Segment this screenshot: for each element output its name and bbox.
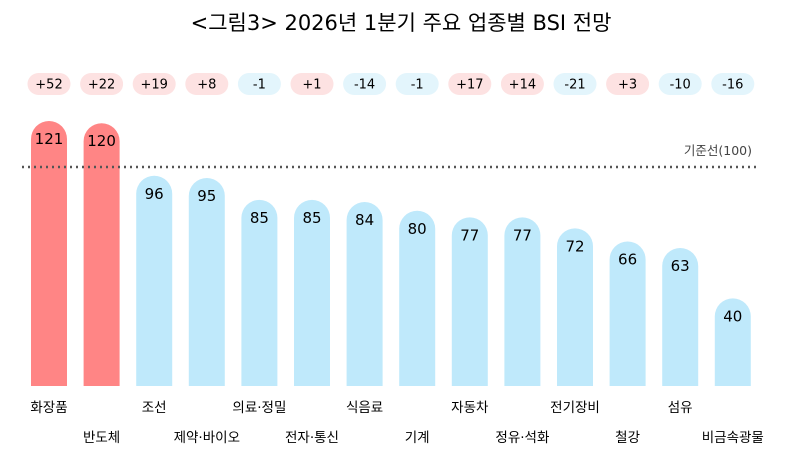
change-badge: [237, 73, 281, 95]
change-label: +17: [456, 78, 483, 93]
category-label: 화장품: [30, 400, 67, 416]
value-label: 120: [87, 132, 116, 150]
category-label: 정유·석화: [495, 430, 549, 446]
reference-line-group: 기준선(100): [22, 143, 757, 169]
bar-10: [504, 217, 541, 386]
bar-12: [609, 241, 646, 386]
value-label: 63: [671, 257, 690, 275]
bar-8: [399, 210, 436, 386]
value-label: 84: [355, 211, 374, 229]
bar-9: [451, 217, 488, 386]
category-label: 조선: [142, 400, 167, 416]
change-label: -14: [354, 78, 375, 93]
category-label: 제약·바이오: [174, 430, 240, 446]
change-label: +3: [618, 78, 637, 93]
change-badge: [27, 73, 71, 95]
value-label: 95: [197, 187, 216, 205]
change-label: +19: [140, 78, 167, 93]
value-label: 77: [513, 226, 532, 244]
category-label: 전기장비: [550, 400, 600, 416]
category-label: 식음료: [346, 400, 383, 416]
value-label: 80: [408, 220, 427, 238]
change-badge: [448, 73, 492, 95]
change-badge: [553, 73, 597, 95]
bar-3: [136, 175, 173, 386]
reference-line-label: 기준선(100): [684, 143, 752, 158]
change-label: +52: [35, 78, 62, 93]
change-label: -16: [722, 78, 743, 93]
change-label: +8: [197, 78, 216, 93]
bar-6: [294, 199, 330, 386]
bar-13: [662, 248, 699, 386]
bar-5: [241, 199, 278, 386]
bar-11: [557, 228, 593, 386]
value-label: 96: [145, 185, 164, 203]
change-label: -10: [670, 78, 691, 93]
change-badges: +52 +22 +19 +8 -1 +1 -14 -1 +17 +14 -21 +3 -10 -16: [27, 73, 755, 95]
category-label: 섬유: [668, 400, 693, 416]
bar-2: [83, 123, 120, 386]
value-label: 66: [618, 250, 637, 268]
change-badge: [185, 73, 229, 95]
category-label: 전자·통신: [285, 430, 339, 446]
change-badge: [80, 73, 124, 95]
value-label: 85: [250, 209, 269, 227]
category-label: 자동차: [451, 400, 489, 416]
change-badge: [500, 73, 544, 95]
bar-1: [31, 121, 67, 386]
change-label: -21: [564, 78, 585, 93]
value-label: 40: [723, 307, 742, 325]
change-badge: [711, 73, 755, 95]
bar-4: [188, 177, 225, 386]
value-label: 72: [565, 237, 584, 255]
change-badge: [290, 73, 334, 95]
value-label: 77: [460, 226, 479, 244]
value-label: 85: [302, 209, 321, 227]
category-label: 기계: [405, 430, 430, 446]
change-label: +1: [302, 78, 321, 93]
change-badge: [606, 73, 650, 95]
category-label: 의료·정밀: [232, 400, 286, 416]
change-label: -1: [411, 78, 424, 93]
value-label: 121: [35, 130, 64, 148]
change-label: +14: [509, 78, 536, 93]
chart-title: <그림3> 2026년 1분기 주요 업종별 BSI 전망: [191, 11, 612, 35]
change-badge: [658, 73, 702, 95]
change-badge: [132, 73, 176, 95]
change-badge: [343, 73, 387, 95]
bars: 121 120 96 95 85 85 84 80 77 77 72 66 63 40: [31, 121, 751, 386]
category-label: 비금속광물: [702, 430, 764, 446]
change-badge: [395, 73, 439, 95]
category-label: 철강: [615, 430, 640, 446]
category-label: 반도체: [83, 430, 120, 446]
change-label: +22: [88, 78, 115, 93]
bar-7: [346, 202, 383, 386]
bar-14: [714, 298, 751, 386]
change-label: -1: [253, 78, 266, 93]
